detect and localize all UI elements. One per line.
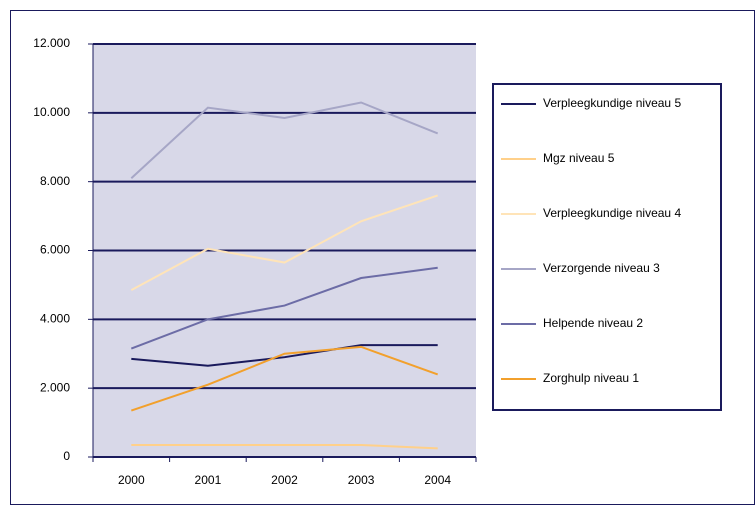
y-tick-label: 4.000 <box>40 312 70 326</box>
legend-label: Helpende niveau 2 <box>543 316 643 330</box>
legend-label: Verpleegkundige niveau 5 <box>543 96 681 110</box>
legend-label: Verpleegkundige niveau 4 <box>543 206 681 220</box>
legend-label: Zorghulp niveau 1 <box>543 371 639 385</box>
legend-label: Verzorgende niveau 3 <box>543 261 660 275</box>
legend-label: Mgz niveau 5 <box>543 151 615 165</box>
series-line <box>130 345 439 412</box>
legend-box <box>492 83 722 411</box>
y-tick-label: 8.000 <box>40 174 70 188</box>
y-tick-label: 6.000 <box>40 243 70 257</box>
y-tick-label: 12.000 <box>33 36 70 50</box>
y-tick-label: 0 <box>63 449 70 463</box>
x-tick-label: 2001 <box>195 473 222 487</box>
x-tick-label: 2004 <box>424 473 451 487</box>
series-line <box>130 101 439 179</box>
series-line <box>131 443 438 450</box>
y-tick-label: 10.000 <box>33 105 70 119</box>
series-line <box>131 344 438 367</box>
x-tick-label: 2000 <box>118 473 145 487</box>
x-tick-label: 2002 <box>271 473 298 487</box>
series-line <box>130 194 439 291</box>
series-line <box>130 266 438 350</box>
y-tick-label: 2.000 <box>40 380 70 394</box>
x-tick-label: 2003 <box>348 473 375 487</box>
